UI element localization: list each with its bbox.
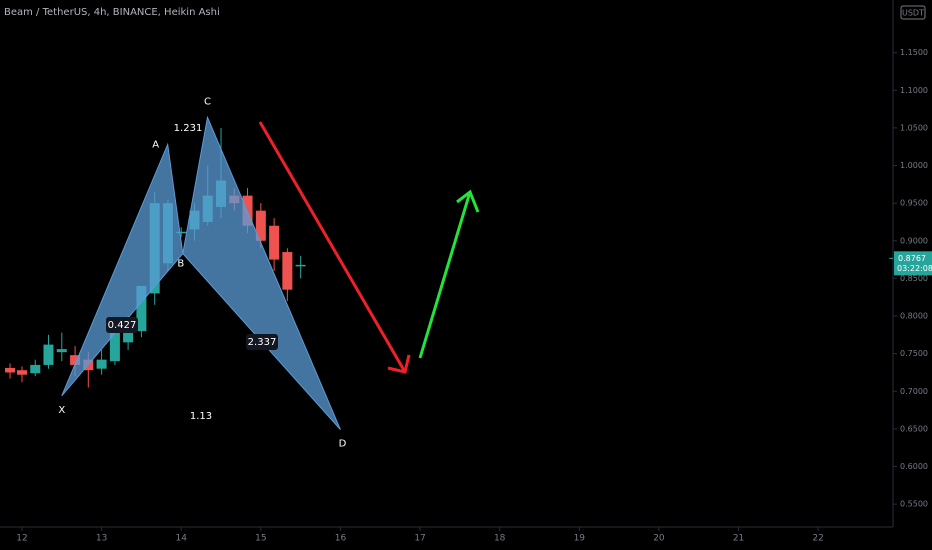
candle-body <box>282 252 293 290</box>
x-tick-label: 21 <box>733 534 744 544</box>
y-tick-label: 0.7000 <box>900 387 928 396</box>
pattern-point-label: C <box>204 96 211 107</box>
pattern-point-label: X <box>58 405 65 416</box>
ratio-label-box <box>246 334 278 350</box>
y-tick-label: 0.7500 <box>900 349 928 358</box>
x-tick-label: 13 <box>96 534 107 544</box>
x-tick-label: 18 <box>494 534 506 544</box>
candle-body <box>255 210 266 241</box>
y-tick-label: 1.0500 <box>900 123 928 132</box>
y-tick-label: 1.1000 <box>900 86 928 95</box>
y-tick-label: 1.0000 <box>900 161 928 170</box>
candle-body <box>136 285 147 332</box>
green-arrow <box>418 189 480 359</box>
x-tick-label: 15 <box>255 534 266 544</box>
ratio-label: 0.427 <box>108 320 137 331</box>
candle-body <box>5 367 16 373</box>
candle-body <box>269 225 280 260</box>
candle-body <box>295 264 306 267</box>
pattern-point-label: B <box>177 259 184 270</box>
pattern-point-label: D <box>339 439 347 450</box>
ratio-label: 1.13 <box>190 411 212 422</box>
candle-body <box>109 331 120 362</box>
red-arrow <box>258 121 411 374</box>
y-tick-label: 0.9500 <box>900 199 928 208</box>
countdown-label: 03:22:08 <box>897 264 932 273</box>
candle-body <box>16 370 27 375</box>
x-tick-label: 19 <box>574 534 586 544</box>
x-tick-label: 14 <box>175 534 187 544</box>
currency-box <box>900 5 926 20</box>
y-tick-label: 1.1500 <box>900 48 928 57</box>
pattern-point-label: A <box>152 139 159 150</box>
x-tick-label: 22 <box>812 534 823 544</box>
candle-body <box>70 355 81 365</box>
candle-body <box>30 364 41 374</box>
y-tick-label: 0.6000 <box>900 462 928 471</box>
pattern-triangle <box>61 142 184 397</box>
x-tick-label: 17 <box>414 534 425 544</box>
ratio-label-box <box>106 317 138 333</box>
ratio-label: 2.337 <box>248 337 277 348</box>
y-tick-label: 0.5500 <box>900 500 928 509</box>
x-tick-label: 16 <box>335 534 347 544</box>
ratio-label: 1.231 <box>174 123 203 134</box>
x-tick-label: 20 <box>653 534 665 544</box>
candle-body <box>43 344 54 365</box>
currency-label: USDT <box>902 9 924 18</box>
candle-body <box>176 231 187 234</box>
pattern-triangle <box>182 115 341 430</box>
candle-body <box>96 359 107 369</box>
y-tick-label: 0.8000 <box>900 312 928 321</box>
y-tick-label: 0.8500 <box>900 274 928 283</box>
chart-title: Beam / TetherUS, 4h, BINANCE, Heikin Ash… <box>4 7 220 18</box>
y-tick-label: 0.6500 <box>900 424 928 433</box>
candle-body <box>56 349 67 353</box>
last-price-label: 0.8767 <box>898 254 926 263</box>
y-tick-label: 0.9000 <box>900 236 928 245</box>
x-tick-label: 12 <box>16 534 27 544</box>
last-price-badge <box>894 251 932 276</box>
